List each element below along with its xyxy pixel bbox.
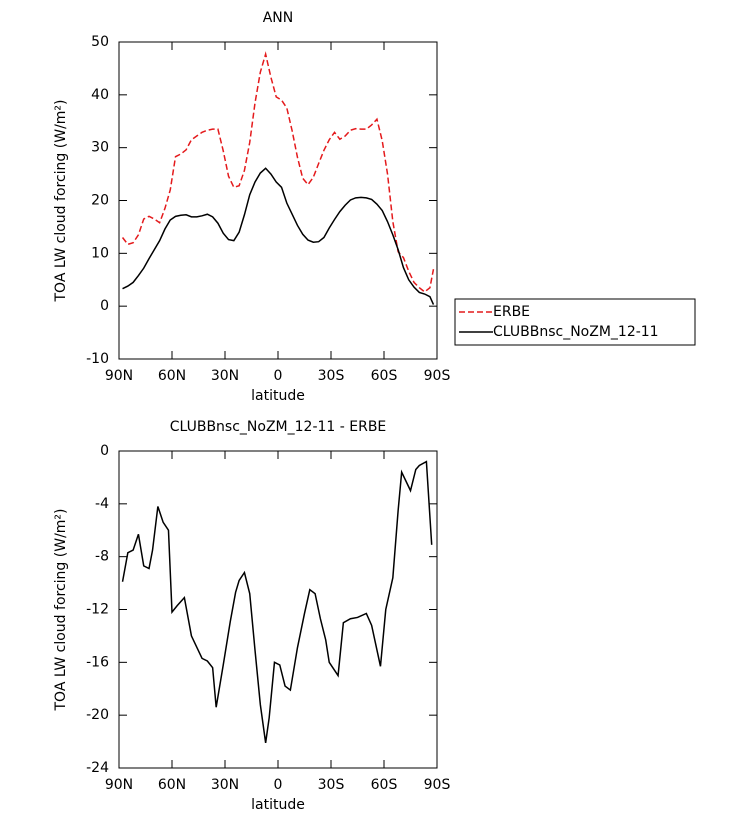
y-tick-label: 50 xyxy=(91,34,109,50)
chart-title: ANN xyxy=(263,10,294,26)
x-tick-label: 60N xyxy=(158,777,186,793)
x-tick-label: 90N xyxy=(105,777,133,793)
x-tick-label: 30N xyxy=(211,777,239,793)
x-tick-label: 30S xyxy=(318,368,345,384)
y-tick-label: 30 xyxy=(91,140,109,156)
legend-label: ERBE xyxy=(493,304,530,320)
y-tick-label: -20 xyxy=(86,707,109,723)
y-tick-label: -10 xyxy=(86,351,109,367)
x-tick-label: 60N xyxy=(158,368,186,384)
y-tick-label: -24 xyxy=(86,760,109,776)
x-tick-label: 60S xyxy=(371,777,398,793)
x-tick-label: 90N xyxy=(105,368,133,384)
y-tick-label: 0 xyxy=(100,298,109,314)
x-tick-label: 30S xyxy=(318,777,345,793)
series-line xyxy=(121,460,433,744)
y-tick-label: 20 xyxy=(91,193,109,209)
x-tick-label: 0 xyxy=(274,368,283,384)
x-tick-label: 60S xyxy=(371,368,398,384)
y-axis-label: TOA LW cloud forcing (W/m²) xyxy=(53,100,69,303)
x-tick-label: 90S xyxy=(424,777,451,793)
series-line xyxy=(121,51,435,293)
y-tick-label: -4 xyxy=(95,496,109,512)
legend-label: CLUBBnsc_NoZM_12-11 xyxy=(493,324,659,340)
y-tick-label: 40 xyxy=(91,87,109,103)
y-tick-label: 0 xyxy=(100,443,109,459)
x-axis-label: latitude xyxy=(251,797,305,813)
x-tick-label: 30N xyxy=(211,368,239,384)
plot-frame xyxy=(118,450,438,769)
y-tick-label: -8 xyxy=(95,549,109,565)
series-line xyxy=(122,167,435,305)
legend-box xyxy=(454,298,696,346)
y-tick-label: 10 xyxy=(91,245,109,261)
y-axis-label: TOA LW cloud forcing (W/m²) xyxy=(53,509,69,712)
x-axis-label: latitude xyxy=(251,388,305,404)
chart-title: CLUBBnsc_NoZM_12-11 - ERBE xyxy=(170,419,387,435)
x-tick-label: 90S xyxy=(424,368,451,384)
x-tick-label: 0 xyxy=(274,777,283,793)
y-tick-label: -12 xyxy=(86,602,109,618)
y-tick-label: -16 xyxy=(86,654,109,670)
